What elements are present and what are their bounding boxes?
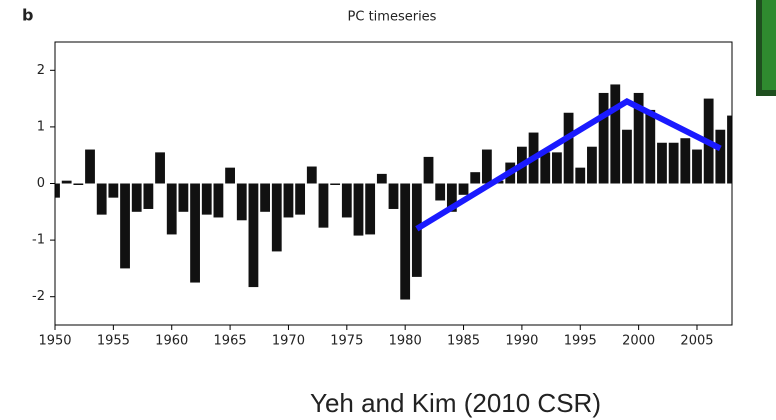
bar xyxy=(55,183,60,198)
bar xyxy=(225,167,235,184)
bar xyxy=(633,92,644,184)
bar xyxy=(213,183,224,218)
decoration xyxy=(762,0,776,90)
x-tick-label: 1990 xyxy=(505,334,538,349)
bar xyxy=(155,152,165,184)
bar xyxy=(353,183,364,236)
bar xyxy=(657,142,667,184)
y-tick-label: 1 xyxy=(37,119,45,134)
x-tick-label: 1995 xyxy=(564,334,597,349)
bar xyxy=(131,183,142,212)
bar xyxy=(190,183,200,283)
bar xyxy=(411,183,422,277)
bar xyxy=(178,183,189,212)
bar xyxy=(388,183,399,209)
bar xyxy=(306,166,317,184)
bar xyxy=(622,129,632,184)
chart-title: PC timeseries xyxy=(348,10,437,25)
bar xyxy=(330,183,341,185)
panel-label: b xyxy=(22,6,33,25)
x-tick-label: 1980 xyxy=(389,334,422,349)
caption: Yeh and Kim (2010 CSR) xyxy=(310,388,601,418)
bar xyxy=(540,152,551,184)
bar xyxy=(271,183,282,252)
x-tick-label: 1985 xyxy=(447,334,480,349)
bar xyxy=(446,183,457,212)
bar xyxy=(85,149,95,184)
bar xyxy=(587,146,597,184)
x-tick-label: 2005 xyxy=(680,334,713,349)
bar xyxy=(260,183,271,212)
y-tick-label: -2 xyxy=(32,289,45,304)
bar xyxy=(598,92,609,184)
bar xyxy=(645,109,656,184)
bar xyxy=(435,183,446,201)
x-tick-label: 1965 xyxy=(214,334,247,349)
x-tick-label: 1955 xyxy=(97,334,130,349)
bar xyxy=(470,172,481,184)
bar xyxy=(120,183,130,269)
bar xyxy=(295,183,306,215)
bar xyxy=(400,183,411,300)
x-tick-label: 1950 xyxy=(38,334,71,349)
bar xyxy=(236,183,247,221)
x-tick-label: 1975 xyxy=(330,334,363,349)
bar xyxy=(201,183,212,215)
bar xyxy=(575,167,586,184)
bar xyxy=(481,149,492,184)
x-tick-label: 2000 xyxy=(622,334,655,349)
y-tick-label: -1 xyxy=(32,233,45,248)
bar xyxy=(668,142,679,184)
bar xyxy=(166,183,177,235)
bar xyxy=(458,183,469,195)
bar xyxy=(423,156,434,184)
bar xyxy=(727,115,732,184)
trend-line xyxy=(415,98,722,232)
bar xyxy=(341,183,352,218)
bar xyxy=(365,183,376,235)
bar xyxy=(563,112,574,184)
bar xyxy=(73,183,84,185)
bar xyxy=(283,183,294,218)
bar xyxy=(143,183,154,209)
y-tick-label: 2 xyxy=(37,63,45,78)
bar xyxy=(61,180,72,184)
x-tick-label: 1970 xyxy=(272,334,305,349)
bar xyxy=(96,183,107,215)
bar xyxy=(248,183,259,288)
bar xyxy=(692,149,702,184)
bar xyxy=(715,129,726,184)
bar xyxy=(610,84,621,184)
bar xyxy=(318,183,329,228)
bar xyxy=(680,138,691,184)
bar xyxy=(552,152,562,184)
x-tick-label: 1960 xyxy=(155,334,188,349)
bar xyxy=(376,173,387,184)
y-tick-label: 0 xyxy=(37,176,45,191)
bar xyxy=(108,183,119,198)
